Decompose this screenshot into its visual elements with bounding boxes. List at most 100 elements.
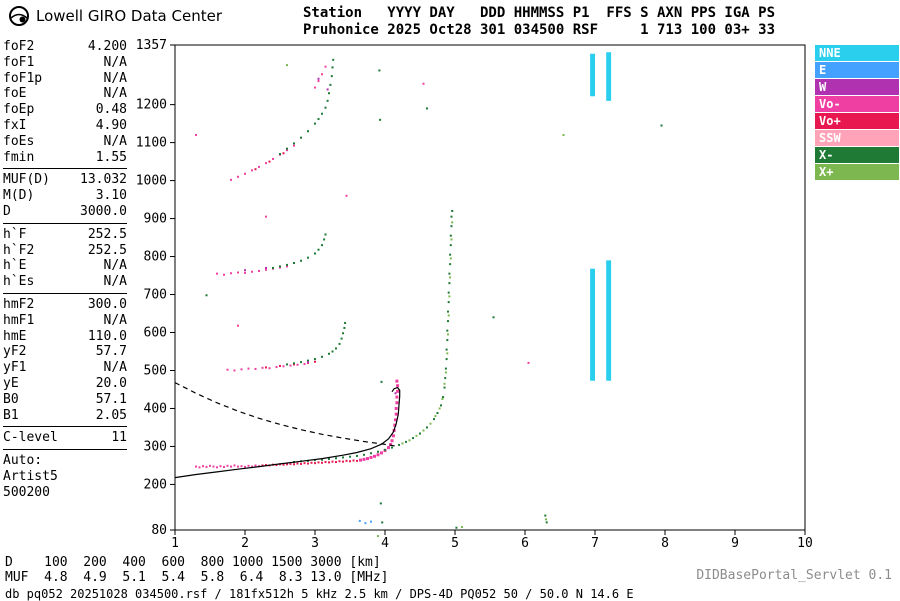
legend-item-W: W: [815, 79, 899, 95]
param-row-yF2: yF2 57.7: [3, 344, 127, 360]
param-label: hmF1: [3, 312, 35, 328]
param-row-B1: B1 2.05: [3, 408, 127, 424]
legend-item-Vo-: Vo-: [815, 96, 899, 112]
legend-item-SSW: SSW: [815, 130, 899, 146]
param-label: foF2: [3, 39, 35, 54]
x-tick-label: 1: [171, 536, 179, 551]
giro-logo-icon: [8, 5, 30, 27]
y-axis: 80 200 300 400 500 600 700 800 900 1000 1100 1200 13…: [136, 38, 175, 538]
x-axis: 1 2 3 4 5 6 7 8 9 10: [171, 530, 813, 551]
param-value: 4.90: [95, 117, 127, 133]
legend-item-Vo+: Vo+: [815, 113, 899, 129]
param-label: hmE: [3, 328, 27, 344]
param-row-foF2: foF2 4.200: [3, 39, 127, 55]
param-label: C-level: [3, 430, 58, 446]
param-label: foF1: [3, 54, 35, 70]
y-tick-label: 300: [144, 439, 167, 454]
station-header: Station YYYY DAY DDD HHMMSS P1 FFS S AXN…: [303, 5, 775, 39]
param-value: 300.0: [87, 296, 127, 312]
brand[interactable]: Lowell GIRO Data Center: [8, 5, 222, 27]
distance-row: D 100 200 400 600 800 1000 1500 3000 [km…: [5, 555, 381, 570]
panel-divider: [3, 222, 127, 224]
param-row-foE: foE N/A: [3, 86, 127, 102]
param-value: N/A: [103, 258, 127, 274]
y-tick-label: 600: [144, 326, 167, 341]
param-row-fmin: fmin 1.55: [3, 150, 127, 166]
x-tick-label: 4: [381, 536, 389, 551]
scatter-series-hop3-O: [216, 265, 288, 276]
scatter-series-E-layer: [358, 519, 372, 525]
param-label: fmin: [3, 149, 35, 165]
x-tick-label: 6: [521, 536, 529, 551]
rfi-bars: [590, 52, 612, 381]
panel-divider: [3, 449, 127, 451]
param-row-hF: h`F 252.5: [3, 227, 127, 243]
param-value: N/A: [103, 70, 127, 86]
station-header-values: Pruhonice 2025 Oct28 301 034500 RSF 1 71…: [303, 22, 776, 38]
scatter-series-hop3-X: [272, 233, 327, 269]
scatter-series-hop4-O-top: [314, 65, 327, 89]
y-tick-label: 700: [144, 288, 167, 303]
param-row-hmF1: hmF1 N/A: [3, 313, 127, 329]
scatter-series-hop2-O: [226, 363, 306, 372]
param-value: 110.0: [87, 328, 127, 344]
param-label: yE: [3, 375, 19, 391]
param-row-foF1: foF1 N/A: [3, 55, 127, 71]
x-tick-label: 7: [591, 536, 599, 551]
legend-item-X-: X-: [815, 147, 899, 163]
y-tick-label: 200: [144, 477, 167, 492]
y-tick-label: 900: [144, 212, 167, 227]
servlet-version: DIDBasePortal_Servlet 0.1: [696, 568, 892, 583]
profile-measured-line: [174, 386, 401, 479]
parameter-panel: foF2 4.200 foF1 N/A foF1p N/A foE N/A foEp 0.48 fx…: [3, 39, 127, 501]
scatter-series-hop1-X: [293, 209, 454, 464]
scatter-series-hop1-O-near: [195, 464, 260, 469]
plot-frame: [174, 44, 806, 531]
param-value: 1.55: [95, 149, 127, 165]
auto-scaling-line: Auto:: [3, 453, 43, 469]
param-value: 20.0: [95, 375, 127, 391]
echo-color-legend: NNE E W Vo- Vo+ SSW X- X+: [815, 45, 899, 181]
x-tick-label: 10: [797, 536, 813, 551]
param-label: foEs: [3, 133, 35, 149]
param-value: 3000.0: [80, 203, 127, 219]
x-tick-label: 5: [451, 536, 459, 551]
param-label: h`Es: [3, 274, 35, 290]
x-tick-label: 8: [661, 536, 669, 551]
scatter-series-noise-dark-green: [205, 69, 663, 529]
param-label: fxI: [3, 117, 27, 133]
brand-title: Lowell GIRO Data Center: [36, 7, 222, 25]
param-value: N/A: [103, 54, 127, 70]
legend-item-NNE: NNE: [815, 45, 899, 61]
param-row-yF1: yF1 N/A: [3, 360, 127, 376]
param-label: B1: [3, 407, 19, 423]
station-header-labels: Station YYYY DAY DDD HHMMSS P1 FFS S AXN…: [303, 5, 776, 21]
param-value: N/A: [103, 360, 127, 376]
y-tick-label: 1000: [136, 174, 167, 189]
param-value: 11: [111, 430, 127, 446]
param-label: yF2: [3, 344, 27, 360]
param-value: N/A: [103, 274, 127, 290]
param-value: 2.05: [95, 407, 127, 423]
param-label: B0: [3, 391, 19, 407]
rfi-bar: [606, 260, 612, 381]
param-label: M(D): [3, 188, 35, 204]
param-value: 252.5: [87, 226, 127, 242]
scatter-series-hop4-O: [230, 144, 295, 181]
param-value: N/A: [103, 133, 127, 149]
param-label: D: [3, 203, 11, 219]
status-line: db pq052 20251028 034500.rsf / 181fx512h…: [5, 587, 634, 601]
scatter-series-noise-pink: [195, 82, 530, 364]
param-label: foE: [3, 86, 27, 102]
auto-scaling-line: 500200: [3, 484, 50, 500]
scatter-series-hop2-X: [286, 322, 347, 366]
scatter-series-noise-light-green: [286, 64, 565, 538]
param-value: N/A: [103, 312, 127, 328]
scatter-series-hop4-X: [279, 58, 335, 156]
param-label: hmF2: [3, 296, 35, 312]
scatter-series-hop1-X-outer: [401, 221, 454, 445]
param-label: h`E: [3, 258, 27, 274]
param-row-MUFD: MUF(D) 13.032: [3, 172, 127, 188]
param-value: 13.032: [80, 172, 127, 188]
